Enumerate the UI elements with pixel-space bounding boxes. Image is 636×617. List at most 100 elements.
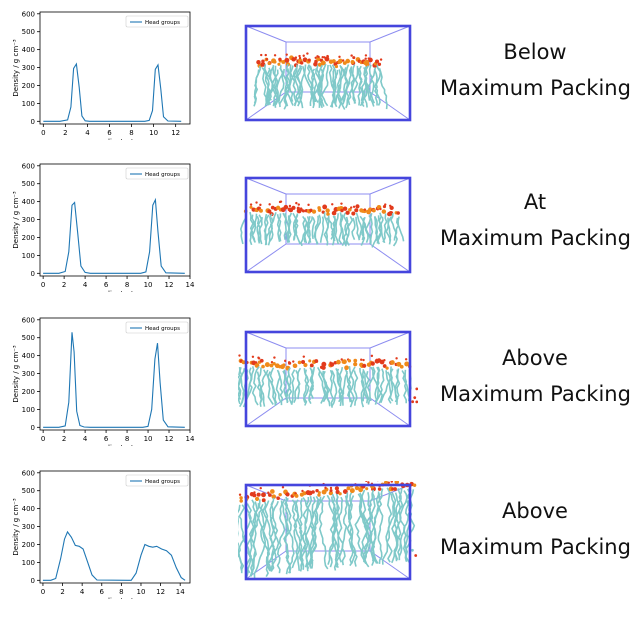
y-tick-label: 100 xyxy=(22,559,35,567)
caption-1-line1: Below xyxy=(440,34,630,70)
molecular-snapshot-3 xyxy=(238,328,418,438)
box-back-face xyxy=(286,501,370,551)
lipid-tail xyxy=(354,370,357,405)
head-group xyxy=(330,487,332,489)
head-group xyxy=(391,481,393,483)
head-group xyxy=(345,59,350,64)
head-group xyxy=(325,57,330,62)
lipid-tail xyxy=(353,66,357,104)
box-edge xyxy=(246,244,286,272)
head-group xyxy=(353,362,357,366)
head-group xyxy=(253,491,255,493)
lipid-tail xyxy=(320,497,328,569)
head-group xyxy=(260,359,264,363)
x-tick-label: 6 xyxy=(107,129,112,137)
x-tick-label: 12 xyxy=(156,588,165,596)
x-tick-label: 10 xyxy=(144,435,153,443)
lipid-tail xyxy=(335,213,338,244)
y-tick-label: 600 xyxy=(22,162,35,170)
head-group xyxy=(262,498,266,502)
simulation-box-back xyxy=(246,485,410,579)
x-axis-label: z-coordinate / nm xyxy=(84,290,146,292)
head-group xyxy=(258,357,260,359)
head-group xyxy=(303,355,305,357)
head-group xyxy=(260,487,262,489)
head-group xyxy=(351,212,355,216)
y-tick-label: 100 xyxy=(22,100,35,108)
y-axis-label: Density / g cm⁻³ xyxy=(12,345,20,402)
y-tick-label: 200 xyxy=(22,388,35,396)
y-axis-label: Density / g cm⁻³ xyxy=(12,39,20,96)
caption-3-line2: Maximum Packing xyxy=(440,376,630,412)
head-group xyxy=(383,359,385,361)
head-group xyxy=(298,203,300,205)
head-group xyxy=(255,361,257,363)
head-group xyxy=(340,202,342,204)
caption-4: Above Maximum Packing xyxy=(440,493,630,565)
head-group xyxy=(353,206,355,208)
y-tick-label: 500 xyxy=(22,487,35,495)
head-group xyxy=(307,204,309,206)
head-group xyxy=(344,365,349,370)
head-group xyxy=(306,52,308,54)
spill-atom xyxy=(413,396,416,399)
head-group xyxy=(250,203,252,205)
y-tick-label: 0 xyxy=(31,270,35,278)
density-plot-2: 010020030040050060002468101214z-coordina… xyxy=(0,160,200,292)
head-group xyxy=(367,481,369,483)
y-tick-label: 400 xyxy=(22,352,35,360)
panel-row-2: 010020030040050060002468101214z-coordina… xyxy=(0,160,636,310)
head-group xyxy=(380,58,382,60)
molecular-snapshot-4 xyxy=(238,481,418,591)
y-axis-label: Density / g cm⁻³ xyxy=(12,498,20,555)
legend-label: Head groups xyxy=(145,20,180,26)
head-group xyxy=(308,59,311,62)
head-group xyxy=(325,208,329,212)
head-group xyxy=(352,56,355,59)
box-front-face xyxy=(246,332,410,426)
molecular-snapshot-2 xyxy=(238,174,418,284)
y-tick-label: 600 xyxy=(22,10,35,18)
head-group xyxy=(350,488,355,493)
lipid-tail xyxy=(368,367,375,401)
spill-atom xyxy=(415,387,418,390)
series-line-head-groups xyxy=(43,200,185,273)
head-group xyxy=(346,486,350,490)
head-group xyxy=(260,54,262,56)
head-group xyxy=(267,492,269,494)
head-group xyxy=(293,364,297,368)
head-group xyxy=(355,204,359,208)
head-group xyxy=(327,55,329,57)
head-group xyxy=(405,358,407,360)
head-group xyxy=(256,60,260,64)
x-tick-label: 0 xyxy=(41,281,45,289)
y-tick-label: 500 xyxy=(22,180,35,188)
head-group xyxy=(268,203,270,205)
x-tick-label: 4 xyxy=(80,588,85,596)
caption-3-line1: Above xyxy=(440,340,630,376)
head-group xyxy=(324,487,326,489)
lipid-tail xyxy=(342,493,347,566)
head-group xyxy=(364,57,366,59)
head-group xyxy=(362,364,366,368)
box-edge xyxy=(370,26,410,42)
x-tick-label: 10 xyxy=(144,281,153,289)
y-tick-label: 500 xyxy=(22,334,35,342)
x-tick-label: 8 xyxy=(125,281,129,289)
head-group xyxy=(326,212,330,216)
head-group xyxy=(342,59,344,61)
spill-atom xyxy=(414,554,417,557)
x-tick-label: 0 xyxy=(41,129,45,137)
x-tick-label: 4 xyxy=(85,129,90,137)
lipid-tail xyxy=(378,489,383,564)
series-line-head-groups xyxy=(43,332,185,427)
head-group xyxy=(322,204,327,209)
head-group xyxy=(285,492,289,496)
caption-2: At Maximum Packing xyxy=(440,184,630,256)
y-tick-label: 200 xyxy=(22,82,35,90)
head-group xyxy=(239,499,242,502)
caption-1-line2: Maximum Packing xyxy=(440,70,630,106)
plot-frame xyxy=(40,164,190,276)
head-group xyxy=(284,205,289,210)
head-group xyxy=(259,204,261,206)
